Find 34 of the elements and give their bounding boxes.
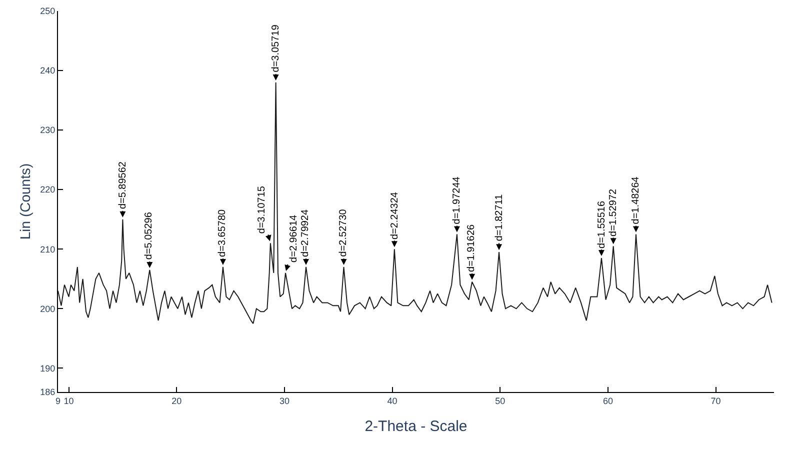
annotation: d=3.05719 (270, 24, 282, 72)
annotation: d=3.65780 (217, 208, 228, 257)
annotation: d=2.79924 (300, 209, 312, 257)
x-tick-label: 60 (602, 396, 613, 406)
y-axis-title: Lin (Counts) (16, 163, 33, 240)
y-tick-label: 210 (40, 244, 56, 254)
annotation: d=2.96614 (288, 214, 300, 262)
annotation: d=2.24324 (389, 192, 400, 240)
y-tick-label: 230 (40, 125, 56, 136)
y-tick-label: 220 (40, 184, 56, 195)
x-tick-label: 50 (495, 396, 506, 406)
annotation: d=1.91626 (466, 224, 478, 272)
annotation: d=1.48264 (630, 176, 642, 224)
annotation: d=1.97244 (452, 176, 463, 224)
x-axis-title: 2-Theta - Scale (364, 418, 468, 435)
x-tick-label: 40 (387, 396, 398, 406)
x-tick-label: 20 (172, 396, 182, 406)
y-tick-label: 200 (40, 304, 56, 314)
annotation: d=5.05296 (144, 212, 155, 260)
y-tick-label: 186 (40, 387, 56, 398)
annotation: d=1.52972 (608, 188, 620, 236)
x-tick-label: 9 (55, 396, 61, 406)
annotation: d=1.55516 (596, 200, 608, 249)
x-tick-label: 70 (710, 396, 721, 406)
y-tick-label: 190 (40, 363, 56, 374)
x-tick-label: 10 (64, 396, 74, 406)
y-tick-label: 250 (40, 6, 56, 16)
annotation: d=2.52730 (338, 208, 349, 257)
y-tick-label: 240 (40, 66, 56, 76)
annotation: d=1.82711 (494, 194, 505, 242)
x-tick-label: 30 (279, 396, 290, 406)
annotation: d=3.10715 (256, 186, 268, 234)
annotation: d=5.89562 (117, 161, 128, 210)
line-series (58, 82, 772, 324)
